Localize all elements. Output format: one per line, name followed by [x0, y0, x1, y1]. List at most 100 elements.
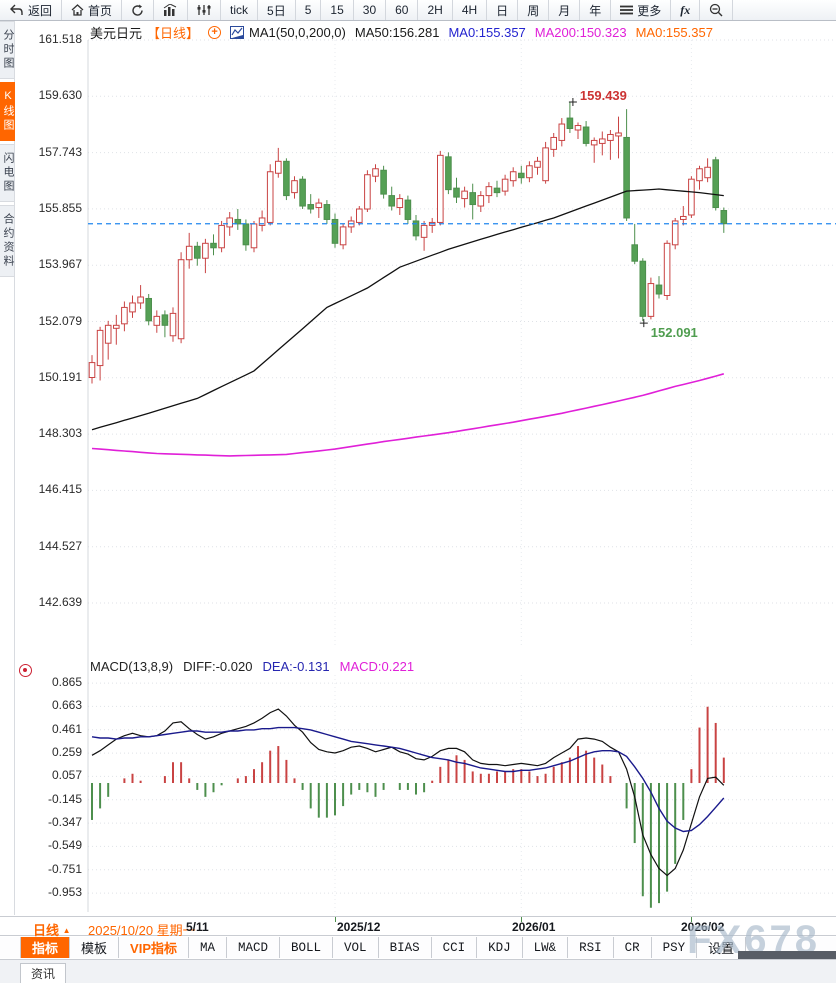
toolbar-button-30m[interactable]: 30 — [354, 0, 387, 20]
toolbar-button-fx[interactable]: fx — [671, 0, 701, 20]
candle-body — [485, 186, 493, 197]
candle-body — [307, 204, 314, 210]
toolbar-button-day[interactable]: 日 — [487, 0, 519, 20]
toolbar-button-5m[interactable]: 5 — [296, 0, 322, 20]
candle-body — [88, 362, 96, 379]
indicator-button-psy[interactable]: PSY — [652, 937, 698, 958]
price-axis-label: 146.415 — [38, 482, 82, 497]
price-axis-label: 157.743 — [38, 144, 82, 159]
month-tick-mark — [521, 917, 522, 922]
toolbar-button-indicator-mixer[interactable] — [188, 0, 222, 20]
toolbar-button-label: 30 — [362, 3, 377, 17]
toolbar-button-more[interactable]: 更多 — [611, 0, 672, 20]
sidebar-item-time-chart[interactable]: 分时图 — [0, 21, 15, 79]
macd-settings-icon[interactable] — [19, 664, 32, 677]
status-bar: 资讯 — [0, 959, 836, 983]
time-axis-row: 日线 ▲ 2025/10/20 星期一 5/11 2025/12 2026/01 20… — [0, 916, 836, 938]
time-tick-label: 2026/01 — [512, 920, 556, 934]
sidebar-item-contract-info[interactable]: 合约资料 — [0, 205, 15, 277]
toolbar-button-chart-type[interactable] — [154, 0, 189, 20]
toolbar-button-5d[interactable]: 5日 — [258, 0, 296, 20]
candle-body — [364, 174, 371, 210]
indicator-button-settings[interactable]: 设置 — [697, 937, 747, 958]
diff-line — [91, 708, 725, 877]
indicator-button-cci[interactable]: CCI — [432, 937, 478, 958]
period-selector[interactable]: 日线 ▲ — [33, 923, 71, 938]
ma200-line — [91, 373, 725, 457]
toolbar-button-zoom-out[interactable] — [700, 0, 734, 20]
indicator-button-kdj[interactable]: KDJ — [477, 937, 523, 958]
horizontal-scrollbar-thumb[interactable] — [738, 951, 836, 959]
candle-body — [404, 199, 412, 220]
indicator-button-lw[interactable]: LW& — [523, 937, 569, 958]
toolbar-button-month[interactable]: 月 — [549, 0, 581, 20]
indicator-button-indicator[interactable]: 指标 — [20, 937, 71, 958]
candle-body — [356, 208, 363, 223]
candle-body — [315, 202, 323, 209]
toolbar-button-back[interactable]: 返回 — [0, 0, 63, 20]
bar-chart-icon — [163, 4, 178, 16]
candle-body — [671, 220, 679, 246]
macd-axis-label: -0.953 — [47, 885, 82, 900]
macd-axis-label: -0.347 — [47, 815, 82, 830]
toolbar-button-year[interactable]: 年 — [580, 0, 612, 20]
toolbar-button-15m[interactable]: 15 — [321, 0, 354, 20]
price-axis-label: 152.079 — [38, 313, 82, 328]
top-toolbar: 返回 首页 tick 5日 5 15 30 60 2H 4H 日 周 月 年 更多 fx — [0, 0, 836, 21]
candle-body — [388, 195, 395, 207]
toolbar-button-label: 日 — [496, 3, 509, 18]
toolbar-button-4h[interactable]: 4H — [453, 0, 488, 20]
toolbar-button-refresh[interactable] — [122, 0, 155, 20]
month-tick-mark — [335, 917, 336, 922]
sidebar-item-kline-chart[interactable]: K线图 — [0, 82, 15, 141]
candle-body — [202, 242, 209, 259]
time-tick-label: 2026/02 — [681, 920, 725, 934]
macd-axis-label: 0.259 — [51, 745, 82, 760]
toolbar-button-2h[interactable]: 2H — [418, 0, 453, 20]
candle-body — [542, 147, 549, 182]
candle-body — [453, 187, 460, 198]
indicator-button-boll[interactable]: BOLL — [280, 937, 334, 958]
indicator-button-bias[interactable]: BIAS — [379, 937, 432, 958]
candle-body — [145, 297, 152, 322]
ma0-value-blue: MA0:155.357 — [448, 25, 526, 40]
ma-params-label: MA1(50,0,200,0) — [249, 25, 346, 40]
toolbar-button-tick[interactable]: tick — [221, 0, 259, 20]
candle-body — [696, 168, 703, 182]
indicator-button-cr[interactable]: CR — [614, 937, 652, 958]
sidebar-item-lightning-chart[interactable]: 闪电图 — [0, 144, 15, 202]
toolbar-button-label: 年 — [589, 3, 602, 18]
candle-body — [550, 136, 558, 150]
indicator-button-macd[interactable]: MACD — [227, 937, 281, 958]
toolbar-button-home[interactable]: 首页 — [62, 0, 123, 20]
price-axis-label: 155.855 — [38, 200, 82, 215]
candle-body — [461, 190, 468, 200]
indicator-button-template[interactable]: 模板 — [70, 937, 120, 958]
indicator-button-rsi[interactable]: RSI — [568, 937, 614, 958]
indicator-toolbar: 指标 模板 VIP指标 MA MACD BOLL VOL BIAS CCI KDJ LW& RSI CR… — [0, 937, 836, 958]
indicator-button-ma[interactable]: MA — [189, 937, 228, 958]
time-tick-label: 5/11 — [186, 920, 209, 934]
toolbar-button-week[interactable]: 周 — [518, 0, 550, 20]
dea-line — [91, 726, 725, 833]
add-indicator-icon[interactable]: + — [208, 26, 222, 39]
candle-body — [169, 312, 177, 337]
high-annotation: 159.439 — [580, 88, 627, 103]
candle-body — [688, 178, 695, 216]
toolbar-button-60m[interactable]: 60 — [386, 0, 419, 20]
indicator-button-vol[interactable]: VOL — [333, 937, 379, 958]
news-tab[interactable]: 资讯 — [20, 963, 67, 983]
candle-body — [477, 195, 485, 207]
candle-body — [615, 132, 622, 137]
toolbar-button-label: 周 — [527, 3, 540, 18]
time-tick-label: 2025/12 — [337, 920, 381, 934]
toolbar-button-label: 首页 — [88, 3, 113, 18]
price-axis-label: 153.967 — [38, 257, 82, 272]
candle-body — [412, 220, 420, 237]
price-axis-label: 144.527 — [38, 538, 82, 553]
indicator-button-vip-indicator[interactable]: VIP指标 — [119, 937, 189, 958]
candle-body — [526, 165, 533, 179]
ma50-line — [91, 188, 724, 431]
